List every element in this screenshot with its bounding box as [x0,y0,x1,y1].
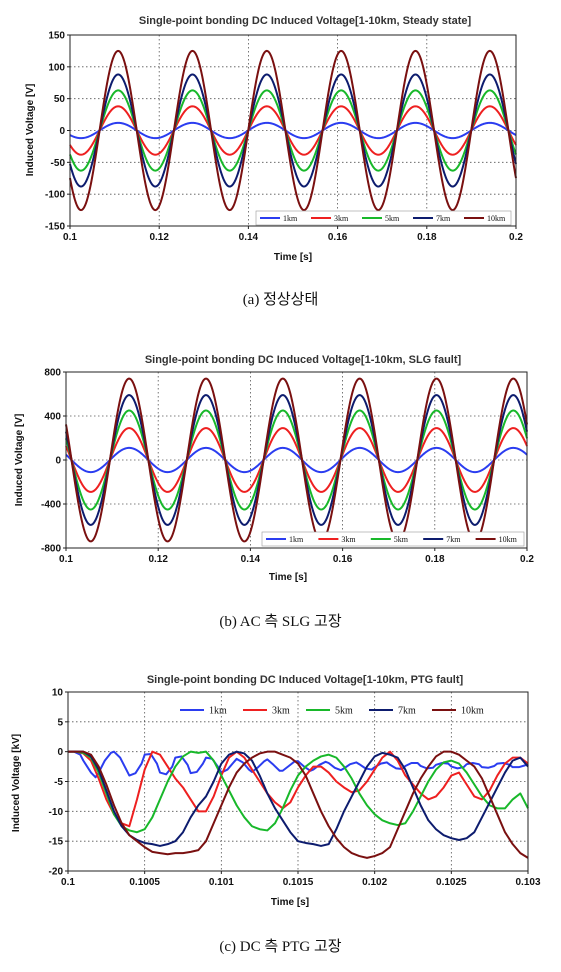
x-axis-label: Time [s] [274,252,312,263]
caption-steady-state: (a) 정상상태 [242,292,319,308]
x-tick-label: 0.2 [509,232,523,243]
legend-label-7km: 7km [446,535,461,544]
caption-slg-fault: (b) AC 측 SLG 고장 [219,614,342,630]
legend-box [261,531,525,547]
legend-label-10km: 10km [499,535,518,544]
series-line-7km [69,73,517,188]
x-tick-label: 0.12 [149,232,169,243]
series-line-10km [65,377,528,543]
caption-ptg-fault: (c) DC 측 PTG 고장 [219,939,342,955]
legend-label-5km: 5km [335,706,353,717]
series-line-7km [65,394,528,526]
x-tick-label: 0.1 [63,232,77,243]
y-tick-label: 0 [57,747,63,758]
chart-steady-state: Single-point bonding DC Induced Voltage[… [25,15,523,263]
y-axis-label: Induced Voltage [kV] [11,734,22,832]
y-tick-label: 150 [48,31,65,42]
y-tick-label: 800 [44,368,61,379]
x-tick-label: 0.1 [59,554,73,565]
legend-label-1km: 1km [283,214,298,223]
chart-slg-fault: Single-point bonding DC Induced Voltage[… [14,354,534,583]
x-axis-label: Time [s] [269,572,307,583]
x-tick-label: 0.1025 [436,877,467,888]
series-line-7km [68,750,529,847]
y-tick-label: -800 [41,544,61,555]
y-tick-label: 10 [52,688,64,699]
y-tick-label: 0 [55,456,61,467]
legend-label-1km: 1km [209,706,227,717]
y-tick-label: 100 [48,62,65,73]
chart-title: Single-point bonding DC Induced Voltage[… [139,15,472,27]
chart-panel-slg-fault: Single-point bonding DC Induced Voltage[… [0,348,561,648]
x-tick-label: 0.1015 [283,877,314,888]
y-tick-label: -400 [41,500,61,511]
y-tick-label: -5 [54,777,63,788]
y-tick-label: 400 [44,412,61,423]
x-tick-label: 0.1005 [129,877,160,888]
y-tick-label: 50 [54,94,66,105]
series-line-1km [65,446,528,474]
x-tick-label: 0.102 [362,877,387,888]
y-tick-label: -50 [51,158,66,169]
x-tick-label: 0.18 [417,232,437,243]
x-tick-label: 0.101 [209,877,234,888]
series-line-3km [68,750,529,828]
y-tick-label: 0 [59,126,65,137]
legend-label-10km: 10km [487,214,506,223]
legend-label-5km: 5km [385,214,400,223]
series-line-5km [68,750,529,834]
chart-title: Single-point bonding DC Induced Voltage[… [147,674,464,686]
y-tick-label: 5 [57,717,63,728]
x-tick-label: 0.16 [328,232,348,243]
x-tick-label: 0.14 [239,232,259,243]
x-tick-label: 0.18 [425,554,445,565]
y-tick-label: -10 [49,807,64,818]
legend-label-3km: 3km [334,214,349,223]
chart-panel-ptg-fault: Single-point bonding DC Induced Voltage[… [0,665,561,972]
chart-ptg-fault: Single-point bonding DC Induced Voltage[… [11,674,541,908]
y-axis-label: Induced Voltage [V] [14,414,25,507]
series-line-10km [69,49,517,212]
y-tick-label: -150 [45,222,65,233]
chart-title: Single-point bonding DC Induced Voltage[… [145,354,462,366]
legend-label-7km: 7km [398,706,416,717]
series-line-10km [68,750,529,859]
x-tick-label: 0.1 [61,877,75,888]
legend-label-10km: 10km [461,706,484,717]
legend-label-3km: 3km [272,706,290,717]
x-tick-label: 0.14 [241,554,261,565]
y-tick-label: -15 [49,837,64,848]
legend-label-7km: 7km [436,214,451,223]
chart-panel-steady-state: Single-point bonding DC Induced Voltage[… [0,0,561,308]
x-tick-label: 0.2 [520,554,534,565]
plot-area [70,35,516,226]
legend-label-5km: 5km [394,535,409,544]
series-line-5km [69,89,517,172]
legend-label-1km: 1km [289,535,304,544]
y-tick-label: -20 [49,867,64,878]
legend-label-3km: 3km [341,535,356,544]
y-axis-label: Induced Voltage [V] [25,84,36,177]
series-line-1km [69,121,517,140]
legend-box [255,210,512,226]
x-axis-label: Time [s] [271,897,309,908]
y-tick-label: -100 [45,190,65,201]
series-line-5km [65,409,528,511]
x-tick-label: 0.103 [515,877,540,888]
x-tick-label: 0.12 [148,554,168,565]
series-line-1km [68,750,529,779]
series-line-3km [69,105,517,156]
x-tick-label: 0.16 [333,554,353,565]
series-line-3km [65,427,528,493]
